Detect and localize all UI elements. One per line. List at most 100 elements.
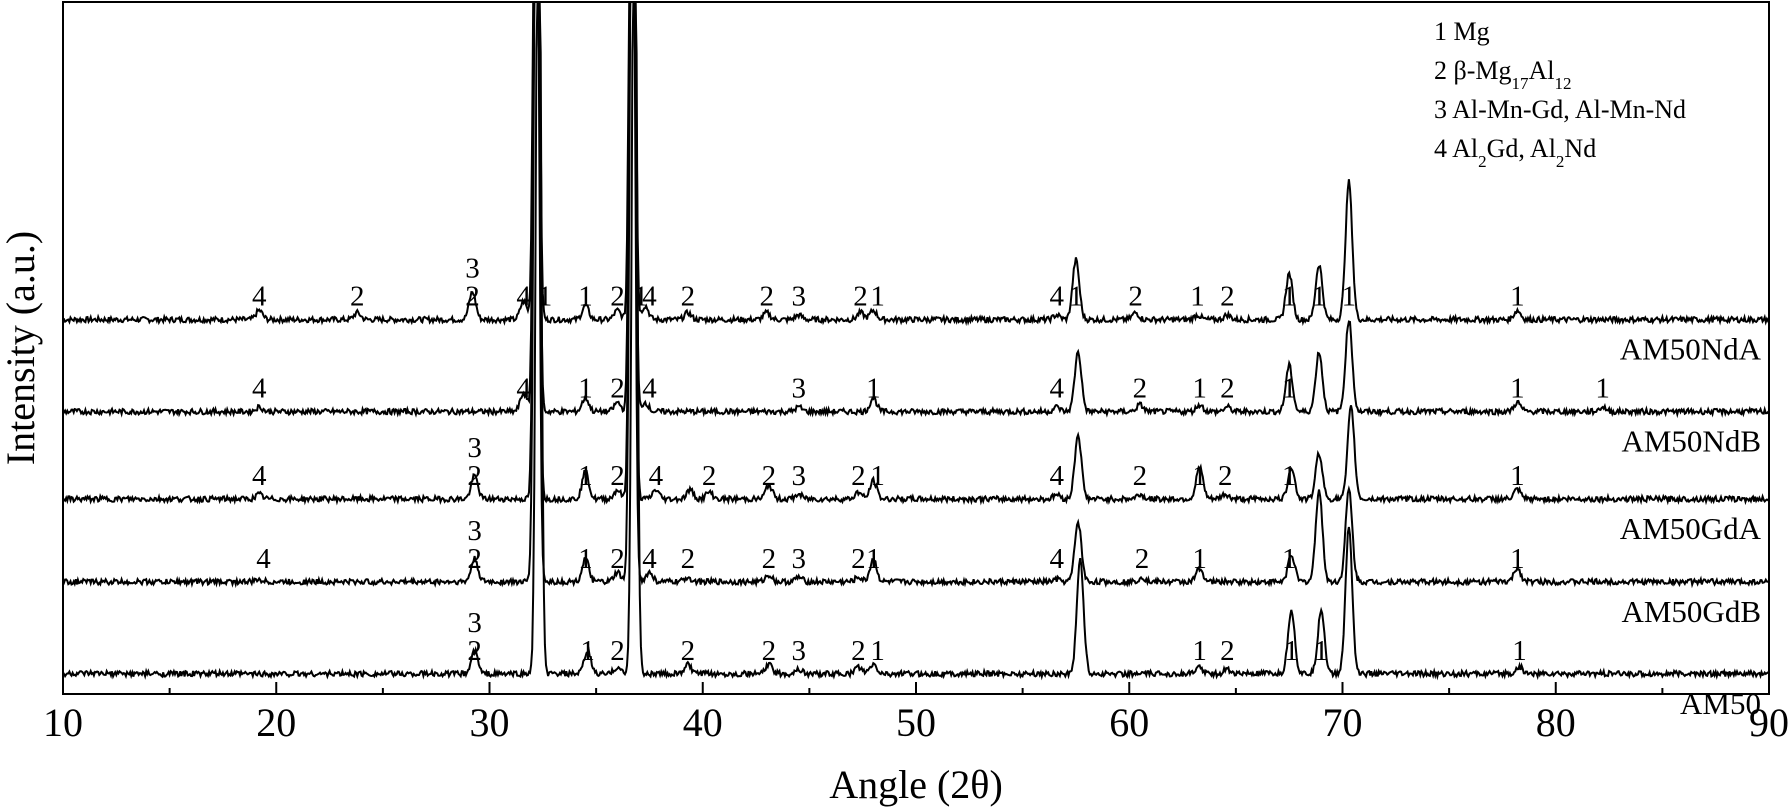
series-label: AM50: [1680, 686, 1761, 721]
peak-label: 1: [1595, 373, 1610, 405]
peak-labels: 4 232 4 1 1 2 14 2 2 3 2 1 4 1 2 1 2 1 1 1 14 4 1 2 4 3 1 4 2 1 2 1 1 143…: [252, 253, 1610, 667]
peak-label: 4: [252, 373, 267, 405]
peak-label: 4: [642, 373, 657, 405]
peak-label: 1: [870, 460, 885, 492]
peak-label: 2: [467, 460, 482, 492]
peak-label: 2: [1133, 460, 1148, 492]
legend-entry: 3 Al-Mn-Gd, Al-Mn-Nd: [1434, 95, 1686, 124]
peak-label: 3: [465, 253, 480, 285]
peak-label: 4: [642, 543, 657, 575]
peak-label: 1: [1342, 281, 1357, 313]
peak-label: 2: [1220, 635, 1235, 667]
peak-label: 4: [1049, 281, 1064, 313]
x-tick-label: 30: [470, 700, 510, 745]
peak-label: 2: [762, 543, 777, 575]
peak-label: 1: [1312, 281, 1327, 313]
x-axis-ticks: [62, 682, 1770, 694]
peak-label: 3: [467, 432, 482, 464]
peak-label: 3: [791, 281, 806, 313]
peak-label: 3: [467, 607, 482, 639]
peak-label: 4: [1049, 373, 1064, 405]
peak-label: 2: [1220, 281, 1235, 313]
peak-label: 1: [1192, 460, 1207, 492]
series-label: AM50NdA: [1620, 332, 1762, 367]
peak-label: 1: [1284, 635, 1299, 667]
peak-label: 2: [467, 543, 482, 575]
peak-label: 1: [1510, 543, 1525, 575]
peak-label: 2: [851, 635, 866, 667]
peak-label: 2: [610, 460, 625, 492]
peak-label: 4: [516, 281, 531, 313]
peak-label: 3: [791, 543, 806, 575]
peak-label: 2: [610, 635, 625, 667]
sample-labels: AM50NdA AM50NdB AM50GdA AM50GdB AM50: [1620, 332, 1762, 721]
peak-label: 4: [1049, 460, 1064, 492]
peak-label: 2: [1128, 281, 1143, 313]
peak-label: 2: [702, 460, 717, 492]
peak-label: 4: [252, 460, 267, 492]
peak-label: 2: [853, 281, 868, 313]
x-axis-title: Angle (2θ): [829, 762, 1003, 807]
peak-label: 3: [791, 635, 806, 667]
series-line-AM50GdB: [62, 1, 1770, 589]
peak-label: 2: [610, 281, 625, 313]
peak-label: 1: [538, 281, 553, 313]
x-tick-label: 70: [1323, 700, 1363, 745]
x-tick-label: 60: [1109, 700, 1149, 745]
peak-label: 1: [1282, 281, 1297, 313]
peak-label: 1: [578, 460, 593, 492]
peak-label: 1: [1190, 281, 1205, 313]
series-traces: [62, 0, 1770, 681]
peak-label: 1: [1192, 373, 1207, 405]
peak-label: 1: [1282, 373, 1297, 405]
series-line-AM50GdA: [62, 0, 1770, 506]
peak-label: 2: [851, 543, 866, 575]
peak-label: 1: [866, 373, 881, 405]
peak-label: 2: [681, 281, 696, 313]
peak-label: 2: [681, 543, 696, 575]
peak-label: 2: [762, 460, 777, 492]
peak-label: 2: [1218, 460, 1233, 492]
peak-label: 1: [870, 635, 885, 667]
peak-label: 2: [465, 281, 480, 313]
x-tick-labels: 10 20 30 40 50 60 70 80 90: [43, 700, 1789, 745]
peak-label: 2: [610, 373, 625, 405]
series-label: AM50NdB: [1621, 424, 1761, 459]
peak-label: 2: [1133, 373, 1148, 405]
peak-label: 4: [516, 373, 531, 405]
series-line-AM50: [62, 0, 1770, 681]
peak-label: 1: [870, 281, 885, 313]
x-tick-label: 10: [43, 700, 83, 745]
peak-label: 3: [467, 515, 482, 547]
peak-label: 2: [610, 543, 625, 575]
peak-label: 1: [866, 543, 881, 575]
peak-label: 1: [578, 543, 593, 575]
x-tick-label: 90: [1749, 700, 1789, 745]
peak-label: 1: [1314, 635, 1329, 667]
peak-label: 1: [1510, 460, 1525, 492]
peak-label: 2: [759, 281, 774, 313]
legend-entry: 4 Al2Gd, Al2Nd: [1434, 134, 1596, 171]
peak-label: 4: [1049, 543, 1064, 575]
peak-label: 1: [1192, 635, 1207, 667]
peak-label: 2: [350, 281, 365, 313]
peak-label: 1: [1192, 543, 1207, 575]
peak-label: 2: [851, 460, 866, 492]
peak-label: 2: [681, 635, 696, 667]
x-tick-label: 80: [1536, 700, 1576, 745]
peak-label: 3: [791, 373, 806, 405]
peak-label: 1: [1512, 635, 1527, 667]
peak-label: 1: [1282, 460, 1297, 492]
peak-label: 2: [1135, 543, 1150, 575]
legend-entry: 1 Mg: [1434, 17, 1490, 46]
x-tick-label: 50: [896, 700, 936, 745]
peak-label: 4: [642, 281, 657, 313]
series-label: AM50GdA: [1620, 511, 1762, 546]
x-tick-label: 40: [683, 700, 723, 745]
series-label: AM50GdB: [1621, 594, 1761, 629]
x-tick-label: 20: [256, 700, 296, 745]
peak-label: 2: [762, 635, 777, 667]
y-axis-title: Intensity (a.u.): [0, 231, 43, 465]
